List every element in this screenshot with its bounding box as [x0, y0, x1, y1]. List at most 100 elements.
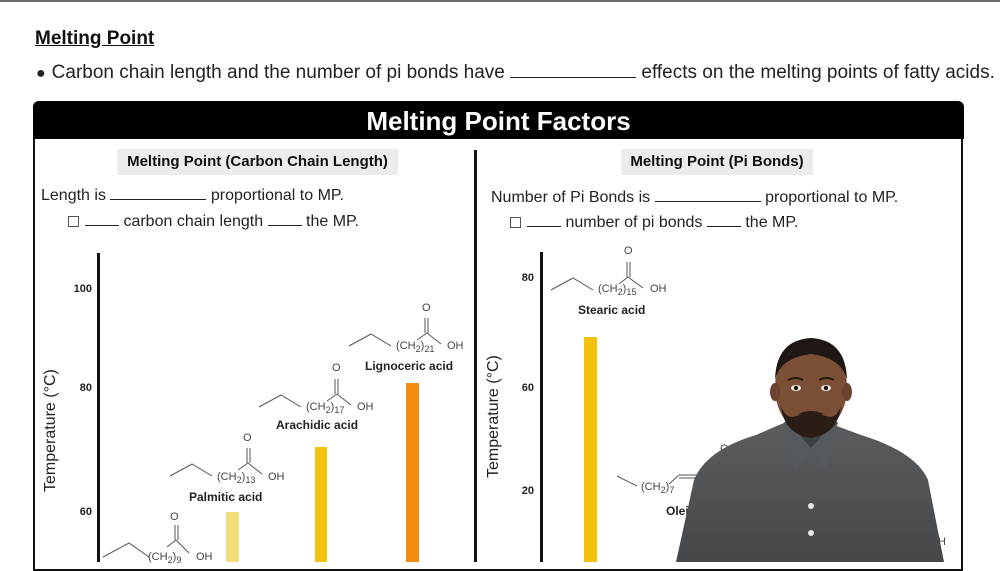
molecule-name-palmitic: Palmitic acid	[189, 490, 263, 504]
ch2-sub: 2	[660, 485, 666, 496]
ch2-count: 15	[626, 287, 637, 298]
molecule-lignoceric	[348, 314, 469, 369]
left-tick-100: 100	[73, 283, 92, 295]
molecule-oh: OH	[650, 283, 667, 295]
molecule-oh: OH	[196, 551, 213, 563]
molecule-name-stearic: Stearic acid	[578, 303, 646, 317]
panel-divider	[474, 150, 477, 562]
molecule-lauric	[102, 515, 223, 570]
skeletal-formula-icon	[102, 525, 190, 558]
molecule-name-arachidic: Arachidic acid	[276, 418, 359, 432]
skeletal-formula-icon	[258, 379, 352, 408]
fill-in-blank	[267, 211, 302, 226]
right-tick-60: 60	[521, 382, 534, 394]
molecule-stearic	[550, 258, 671, 313]
checkbox-icon	[510, 217, 521, 229]
ch2-close: )	[622, 283, 627, 295]
left-y-axis-label: Temperature (°C)	[42, 369, 59, 492]
molecule-ch2-label: (CH2)9	[148, 551, 181, 565]
bar-palmitic	[226, 512, 239, 562]
ch2-text: (CH	[306, 401, 326, 413]
ch2-close: )	[420, 340, 425, 352]
right-line-2-mid: number of pi bonds	[565, 214, 703, 231]
ch2-count: 7	[669, 485, 675, 496]
ch2-sub: 2	[167, 555, 173, 566]
skeletal-formula-icon	[550, 262, 644, 291]
molecule-ch2-label: (CH2)15	[598, 283, 637, 297]
right-tick-80: 80	[521, 272, 534, 284]
bullet-dot-icon: ●	[36, 65, 46, 82]
right-line-2: number of pi bonds the MP.	[510, 212, 798, 232]
bar-stearic	[584, 337, 597, 562]
fill-in-blank	[706, 212, 741, 227]
molecule-o: O	[170, 511, 179, 523]
checkbox-icon	[68, 216, 79, 228]
fill-in-blank	[527, 212, 561, 227]
fill-in-blank	[654, 187, 761, 202]
bullet-text-before: Carbon chain length and the number of pi…	[51, 62, 505, 83]
right-line-1: Number of Pi Bonds is proportional to MP…	[491, 187, 898, 207]
bullet-sentence: ● Carbon chain length and the number of p…	[36, 62, 995, 84]
left-tick-60: 60	[79, 506, 92, 518]
ch2-count: 13	[245, 475, 256, 486]
molecule-arachidic	[258, 375, 379, 430]
ch2-sub: 2	[325, 405, 331, 416]
presenter-figure-icon	[676, 338, 944, 562]
molecule-name-lignoceric: Lignoceric acid	[365, 359, 454, 373]
right-line-1-before: Number of Pi Bonds is	[491, 189, 651, 206]
panel-title: Melting Point Factors	[33, 101, 964, 139]
molecule-o: O	[243, 432, 252, 444]
right-line-2-after: the MP.	[745, 214, 799, 231]
ch2-count: 21	[424, 344, 435, 355]
ch2-sub: 2	[415, 344, 421, 355]
left-tick-80: 80	[79, 382, 92, 394]
ch2-text: (CH	[148, 551, 168, 563]
right-y-axis	[540, 252, 543, 562]
right-line-1-after: proportional to MP.	[765, 189, 899, 206]
bar-arachidic	[315, 447, 327, 562]
ch2-close: )	[330, 401, 335, 413]
presenter-video	[676, 330, 946, 562]
right-subhead: Melting Point (Pi Bonds)	[621, 149, 813, 175]
molecule-o: O	[332, 362, 341, 374]
left-line-1: Length is proportional to MP.	[41, 185, 344, 205]
molecule-ch2-label: (CH2)21	[396, 340, 435, 354]
left-line-2-after: the MP.	[306, 213, 360, 230]
ch2-sub: 2	[617, 287, 623, 298]
molecule-ch2-label: (CH2)13	[217, 471, 256, 485]
top-border	[0, 0, 1000, 2]
left-line-1-after: proportional to MP.	[210, 187, 344, 204]
bullet-text-after: effects on the melting points of fatty a…	[641, 62, 995, 83]
fill-in-blank	[510, 63, 637, 78]
ch2-close: )	[665, 481, 670, 493]
left-y-axis	[97, 253, 100, 562]
molecule-o: O	[624, 245, 633, 257]
molecule-oh: OH	[447, 340, 464, 352]
skeletal-formula-icon	[348, 318, 442, 347]
ch2-sub: 2	[236, 475, 242, 486]
ch2-text: (CH	[641, 481, 661, 493]
left-subhead: Melting Point (Carbon Chain Length)	[117, 149, 398, 175]
fill-in-blank	[85, 211, 119, 226]
molecule-ch2-label: (CH2)7	[641, 481, 674, 495]
molecule-oh-partial: H	[938, 536, 946, 548]
ch2-text: (CH	[396, 340, 416, 352]
ch2-text: (CH	[598, 283, 618, 295]
right-tick-20: 20	[521, 485, 534, 497]
ch2-text: (CH	[217, 471, 237, 483]
molecule-palmitic	[169, 444, 290, 499]
molecule-oh: OH	[268, 471, 285, 483]
left-line-2: carbon chain length the MP.	[68, 211, 359, 231]
section-heading: Melting Point	[35, 28, 155, 49]
ch2-close: )	[241, 471, 246, 483]
ch2-count: 9	[176, 555, 182, 566]
right-y-axis-label: Temperature (°C)	[485, 355, 502, 478]
molecule-ch2-label: (CH2)17	[306, 401, 345, 415]
skeletal-formula-icon	[169, 448, 263, 477]
bar-lignoceric	[406, 383, 419, 562]
molecule-o: O	[422, 302, 431, 314]
molecule-oh: OH	[357, 401, 374, 413]
ch2-close: )	[172, 551, 177, 563]
left-line-1-before: Length is	[41, 187, 106, 204]
ch2-count: 17	[334, 405, 345, 416]
